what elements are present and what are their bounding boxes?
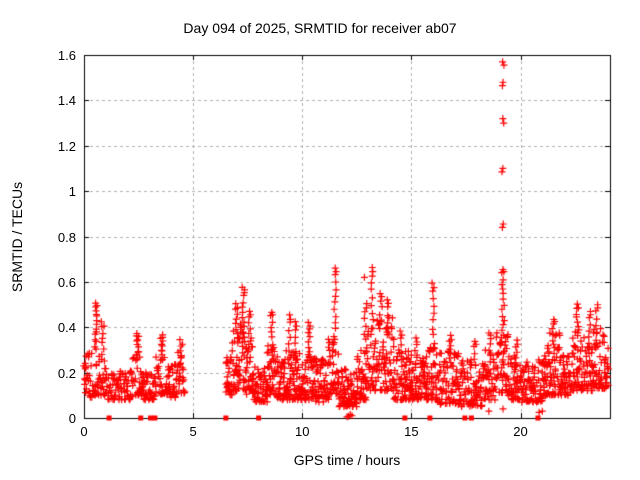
y-tick-label: 0	[68, 411, 76, 426]
y-tick-label: 1	[68, 184, 76, 200]
y-tick-label: 0.4	[57, 320, 76, 336]
x-tick-label: 10	[295, 424, 310, 439]
y-tick-label: 0.2	[57, 365, 76, 381]
y-tick-label: 1.6	[57, 48, 76, 63]
x-axis-label: GPS time / hours	[293, 452, 401, 468]
y-tick-label: 1.2	[57, 138, 76, 154]
x-tick-label: 15	[404, 424, 419, 439]
chart-title: Day 094 of 2025, SRMTID for receiver ab0…	[183, 20, 457, 36]
y-tick-label: 1.4	[57, 93, 76, 109]
x-tick-label: 5	[189, 424, 197, 439]
x-tick-label: 20	[513, 424, 528, 439]
x-tick-label: 0	[80, 424, 88, 439]
y-tick-label: 0.6	[57, 274, 76, 290]
y-tick-label: 0.8	[57, 229, 76, 245]
